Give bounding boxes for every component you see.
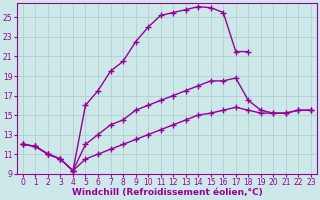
X-axis label: Windchill (Refroidissement éolien,°C): Windchill (Refroidissement éolien,°C) xyxy=(72,188,262,197)
